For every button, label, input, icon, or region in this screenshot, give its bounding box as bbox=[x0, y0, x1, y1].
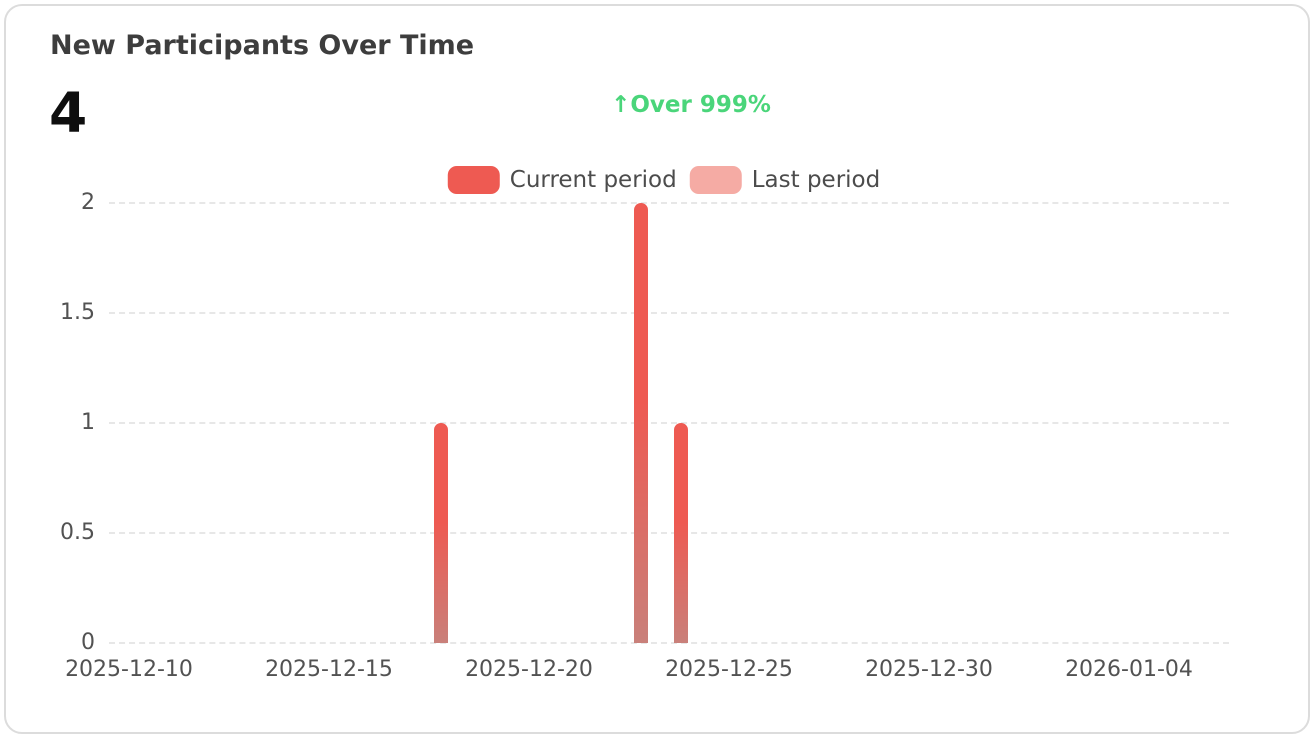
chart-card bbox=[4, 4, 1310, 734]
chart-legend: Current period Last period bbox=[447, 166, 881, 194]
y-gridline bbox=[109, 422, 1229, 424]
bar-current-period[interactable] bbox=[634, 203, 648, 643]
x-axis-tick-label: 2025-12-20 bbox=[465, 657, 593, 682]
y-gridline bbox=[109, 642, 1229, 644]
legend-label-current-period: Current period bbox=[509, 167, 677, 193]
legend-swatch-current-period bbox=[447, 166, 500, 194]
y-gridline bbox=[109, 202, 1229, 204]
x-axis-tick-label: 2025-12-15 bbox=[265, 657, 393, 682]
x-axis-tick-label: 2025-12-30 bbox=[865, 657, 993, 682]
legend-swatch-last-period bbox=[689, 166, 742, 194]
x-axis-tick-label: 2025-12-25 bbox=[665, 657, 793, 682]
y-axis-tick-label: 2 bbox=[81, 190, 95, 215]
y-gridline bbox=[109, 532, 1229, 534]
x-axis-tick-label: 2025-12-10 bbox=[65, 657, 193, 682]
x-axis-tick-label: 2026-01-04 bbox=[1065, 657, 1193, 682]
legend-item-current-period[interactable]: Current period bbox=[447, 166, 677, 194]
legend-label-last-period: Last period bbox=[751, 167, 881, 193]
y-axis-tick-label: 0.5 bbox=[60, 520, 95, 545]
y-gridline bbox=[109, 312, 1229, 314]
y-axis-tick-label: 1 bbox=[81, 410, 95, 435]
y-axis-tick-label: 1.5 bbox=[60, 300, 95, 325]
bar-current-period[interactable] bbox=[674, 423, 688, 643]
legend-item-last-period[interactable]: Last period bbox=[689, 166, 881, 194]
y-axis-tick-label: 0 bbox=[81, 630, 95, 655]
bar-current-period[interactable] bbox=[434, 423, 448, 643]
